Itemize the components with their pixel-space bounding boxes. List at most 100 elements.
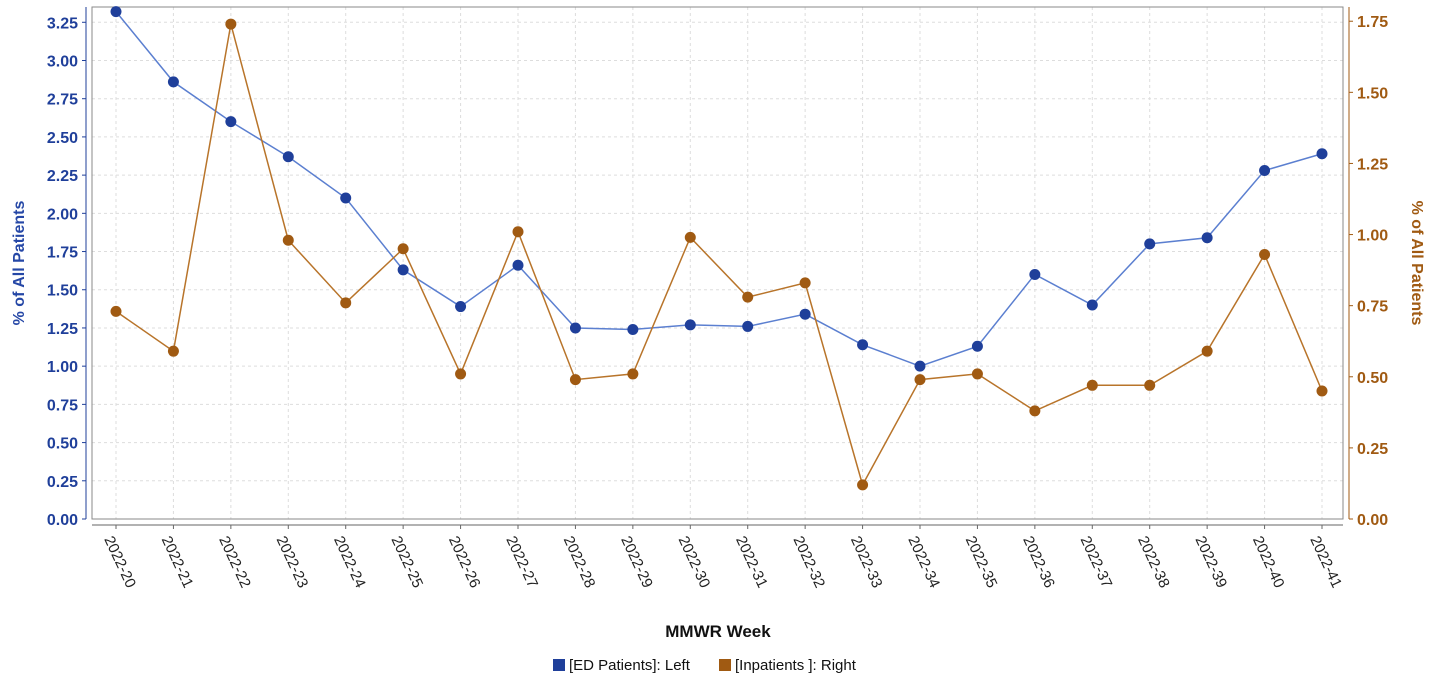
data-point-inpatients	[684, 231, 696, 243]
legend-label-ed: [ED Patients]: Left	[569, 657, 691, 674]
grid	[92, 7, 1343, 520]
left-tick-label: 0.25	[47, 474, 78, 491]
left-tick-label: 2.00	[47, 206, 78, 223]
x-tick-label: 2022-27	[502, 534, 541, 591]
right-tick-label: 1.50	[1357, 85, 1388, 102]
right-tick-label: 1.25	[1357, 156, 1388, 173]
left-tick-label: 3.00	[47, 53, 78, 70]
data-point-ed	[1201, 232, 1213, 244]
left-tick-label: 1.50	[47, 283, 78, 300]
data-point-inpatients	[397, 243, 409, 255]
x-tick-label: 2022-30	[675, 534, 714, 591]
x-tick-label: 2022-40	[1249, 534, 1288, 591]
left-tick-label: 1.75	[47, 245, 78, 262]
x-tick-label: 2022-24	[330, 534, 369, 591]
x-tick-label: 2022-29	[617, 534, 656, 591]
legend: [ED Patients]: Left [Inpatients ]: Right	[553, 657, 857, 674]
x-tick-label: 2022-36	[1019, 534, 1058, 591]
data-point-inpatients	[914, 374, 926, 386]
x-tick-label: 2022-28	[560, 534, 599, 591]
left-tick-label: 0.50	[47, 436, 78, 453]
left-tick-label: 2.50	[47, 130, 78, 147]
right-tick-label: 0.00	[1357, 512, 1388, 529]
right-tick-label: 0.25	[1357, 441, 1388, 458]
right-tick-label: 1.75	[1357, 14, 1388, 31]
x-tick-label: 2022-20	[100, 534, 139, 591]
left-tick-label: 0.75	[47, 397, 78, 414]
x-tick-label: 2022-22	[215, 534, 254, 591]
legend-swatch-inpatients	[719, 659, 731, 671]
data-point-ed	[627, 323, 639, 335]
data-point-ed	[397, 264, 409, 276]
data-point-ed	[914, 360, 926, 372]
data-point-ed	[742, 320, 754, 332]
data-point-inpatients	[1144, 379, 1156, 391]
left-tick-label: 1.25	[47, 321, 78, 338]
data-point-ed	[1144, 238, 1156, 250]
x-tick-label: 2022-25	[388, 534, 427, 591]
data-point-ed	[340, 192, 352, 204]
data-point-inpatients	[340, 297, 352, 309]
series-line-ed	[115, 11, 1323, 367]
data-point-inpatients	[1259, 248, 1271, 260]
series-group	[110, 6, 1328, 491]
data-point-inpatients	[110, 305, 122, 317]
x-tick-label: 2022-26	[445, 534, 484, 591]
right-tick-label: 0.75	[1357, 299, 1388, 316]
data-point-inpatients	[225, 18, 237, 30]
data-point-ed	[971, 340, 983, 352]
legend-swatch-ed	[553, 659, 565, 671]
data-point-ed	[1316, 148, 1328, 160]
data-point-inpatients	[857, 479, 869, 491]
data-point-inpatients	[742, 291, 754, 303]
x-tick-label: 2022-35	[962, 534, 1001, 591]
data-point-inpatients	[627, 368, 639, 380]
left-tick-label: 3.25	[47, 15, 78, 32]
data-point-inpatients	[455, 368, 467, 380]
x-tick-label: 2022-39	[1192, 534, 1231, 591]
right-tick-label: 0.50	[1357, 370, 1388, 387]
x-tick-label: 2022-41	[1306, 534, 1345, 591]
data-point-inpatients	[1201, 345, 1213, 357]
x-tick-label: 2022-31	[732, 534, 771, 591]
data-point-ed	[225, 116, 237, 128]
left-tick-label: 0.00	[47, 512, 78, 529]
data-point-inpatients	[282, 234, 294, 246]
data-point-ed	[282, 151, 294, 163]
right-tick-label: 1.00	[1357, 228, 1388, 245]
x-tick-label: 2022-33	[847, 534, 886, 591]
left-tick-label: 1.00	[47, 359, 78, 376]
data-point-ed	[684, 319, 696, 331]
data-point-ed	[1086, 299, 1098, 311]
right-axis-title: % of All Patients	[1408, 201, 1425, 326]
data-point-ed	[569, 322, 581, 334]
data-point-inpatients	[167, 345, 179, 357]
x-axis-title: MMWR Week	[665, 622, 771, 641]
data-point-ed	[455, 301, 467, 313]
x-axis: 2022-20 2022-21 2022-22 2022-23 2022-24 2022-…	[92, 524, 1345, 591]
data-point-ed	[857, 339, 869, 351]
data-point-inpatients	[1029, 405, 1041, 417]
x-tick-label: 2022-32	[790, 534, 829, 591]
plot-area	[91, 6, 1344, 520]
data-point-ed	[110, 6, 122, 18]
data-point-ed	[1259, 165, 1271, 177]
data-point-inpatients	[1086, 379, 1098, 391]
series-line-inpatients	[115, 23, 1323, 487]
x-tick-label: 2022-34	[904, 534, 943, 591]
data-point-ed	[1029, 268, 1041, 280]
data-point-ed	[512, 259, 524, 271]
data-point-ed	[167, 76, 179, 88]
data-point-inpatients	[1316, 385, 1328, 397]
legend-label-inpatients: [Inpatients ]: Right	[735, 657, 857, 674]
x-tick-label: 2022-37	[1077, 534, 1116, 591]
data-point-inpatients	[569, 374, 581, 386]
data-point-inpatients	[799, 277, 811, 289]
left-tick-label: 2.25	[47, 168, 78, 185]
left-y-axis: 0.00 0.25 0.50 0.75 1.00 1.25 1.50 1.75 2.00 2.25…	[47, 7, 87, 529]
data-point-inpatients	[971, 368, 983, 380]
left-axis-title: % of All Patients	[11, 201, 28, 326]
x-tick-label: 2022-23	[273, 534, 312, 591]
